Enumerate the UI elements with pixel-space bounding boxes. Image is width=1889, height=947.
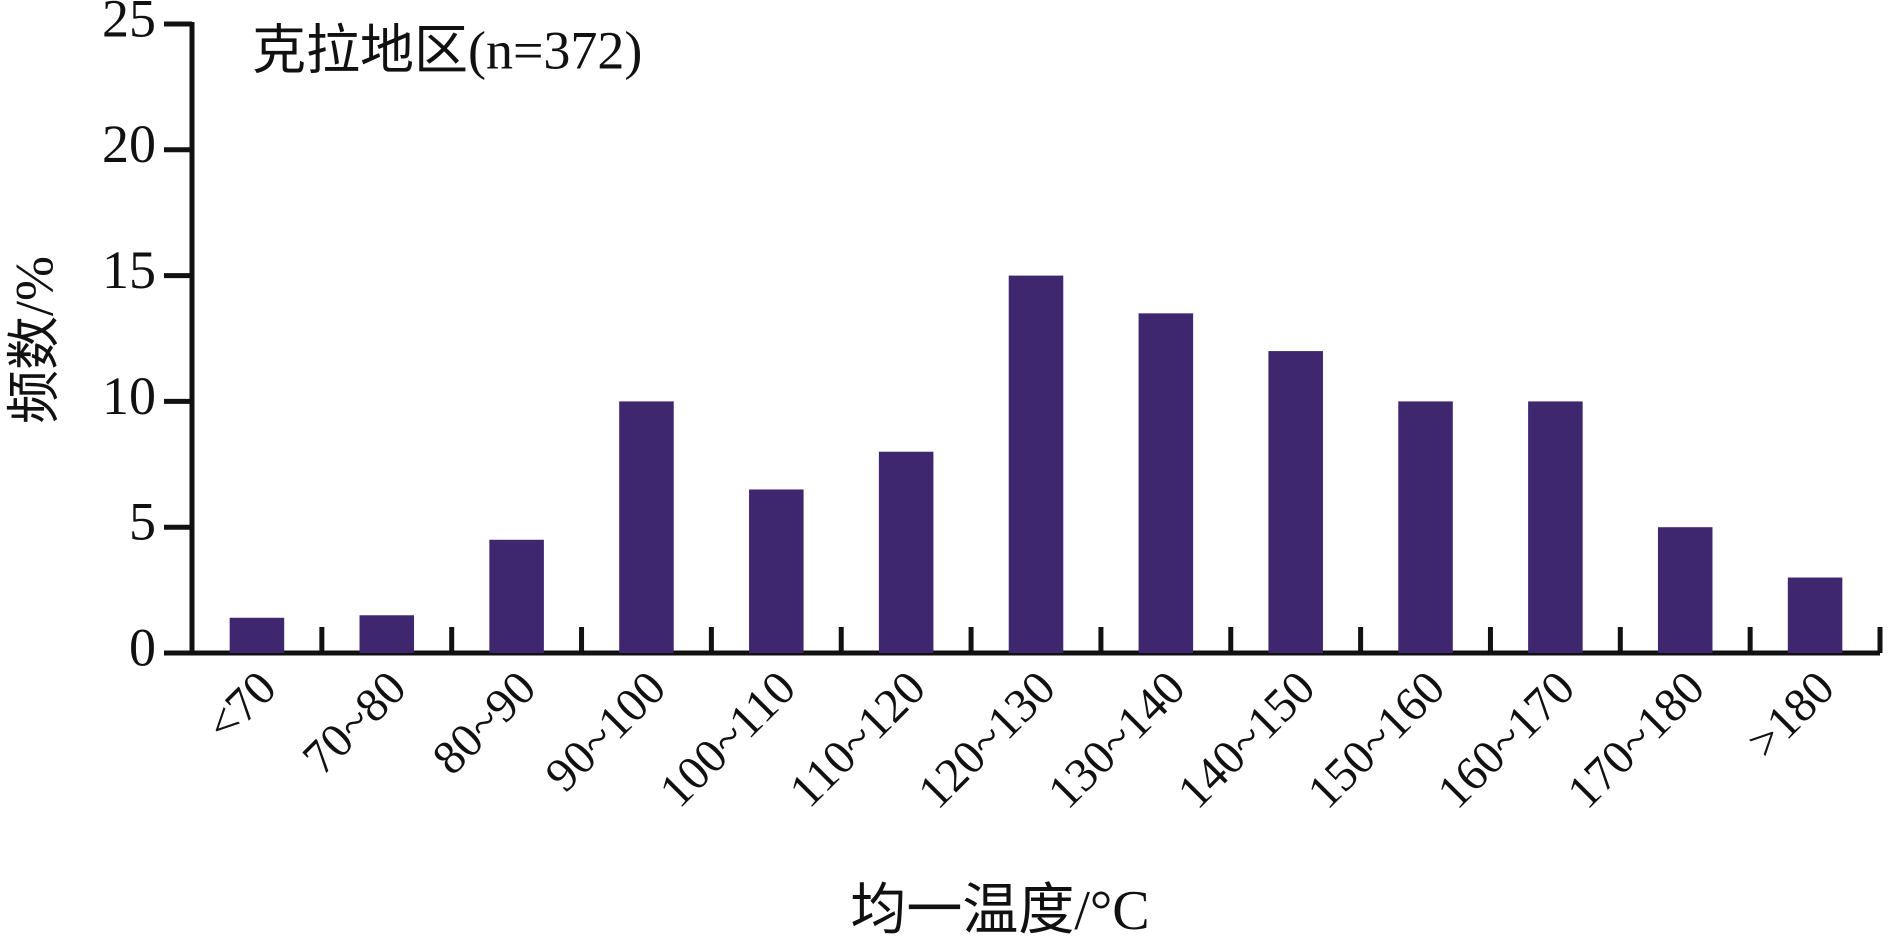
x-tick-label: >180 [1737,661,1845,769]
bar [1138,313,1194,653]
y-tick-label: 20 [102,114,156,174]
annotation: 克拉地区(n=372) [252,20,642,80]
bar [489,539,544,653]
bar [1787,577,1843,653]
x-tick-label: 160~170 [1427,661,1585,819]
x-tick-label: 70~80 [293,661,417,785]
y-axis-title: 频数/% [4,256,64,424]
x-tick-label: 130~140 [1038,661,1196,819]
bar [878,451,934,653]
x-tick-label: 100~110 [649,661,805,817]
x-tick-label: 140~150 [1168,661,1326,819]
y-tick-label: 10 [102,366,156,426]
x-tick-label: 170~180 [1557,661,1715,819]
bar [359,615,415,653]
bar [1528,401,1583,653]
y-tick-label: 0 [129,617,156,677]
x-axis-title: 均一温度/°C [850,880,1149,942]
bar [1657,527,1713,653]
x-tick-label: 120~130 [908,661,1066,819]
bar [229,617,285,653]
x-tick-label: 150~160 [1297,661,1455,819]
bar [1268,351,1323,653]
x-tick-label: 110~120 [779,661,935,817]
x-tick-label: <70 [196,661,287,752]
bar [619,401,674,653]
y-tick-label: 5 [129,492,156,552]
x-tick-label: 80~90 [422,661,546,785]
bar [1008,275,1064,653]
bar [1398,401,1453,653]
bar [749,489,804,653]
y-tick-label: 25 [102,0,156,48]
y-tick-label: 15 [102,240,156,300]
